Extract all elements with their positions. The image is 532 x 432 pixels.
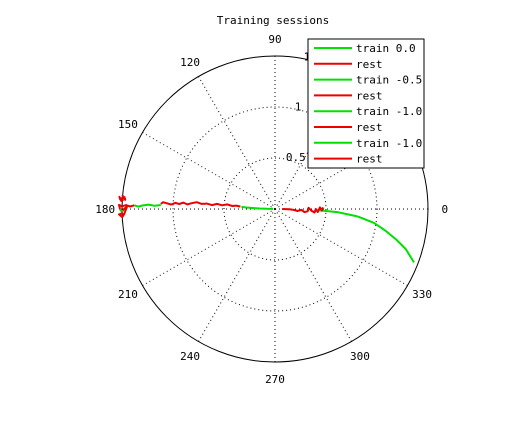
theta-tick-label: 120	[180, 56, 200, 69]
theta-tick-labels: 0 90 120 150 180 210 240 270 300 330	[95, 33, 448, 386]
legend: train 0.0 rest train -0.5 rest train -1.0 res…	[307, 38, 425, 169]
grid-spoke-240	[198, 208, 276, 342]
legend-label: train 0.0	[356, 42, 416, 55]
series-lines	[118, 194, 415, 263]
theta-tick-label: 150	[118, 118, 138, 131]
legend-label: rest	[356, 89, 383, 102]
legend-label: rest	[356, 121, 383, 134]
legend-label: train -0.5	[356, 74, 422, 87]
legend-box	[307, 38, 425, 169]
grid-spoke-30	[274, 132, 408, 210]
theta-tick-label: 210	[118, 288, 138, 301]
grid-ring	[172, 106, 378, 312]
chart-title: Training sessions	[217, 14, 330, 27]
series-line-7	[118, 194, 127, 202]
theta-tick-label: 330	[412, 288, 432, 301]
theta-tick-label: 0	[442, 203, 449, 216]
series-line-6	[119, 208, 124, 213]
grid-ring	[223, 157, 327, 261]
r-tick-label: 0.5	[286, 151, 306, 164]
theta-tick-label: 270	[265, 373, 285, 386]
outer-circle	[121, 55, 429, 363]
legend-label: train -1.0	[356, 137, 422, 150]
series-line-4	[133, 203, 161, 208]
r-tick-label: 1	[295, 101, 302, 114]
grid-spoke-120	[198, 76, 276, 210]
series-line-1	[282, 206, 324, 214]
grid-spoke-330	[274, 208, 408, 286]
legend-label: rest	[356, 153, 383, 166]
legend-label: rest	[356, 58, 383, 71]
series-line-2	[241, 205, 274, 210]
theta-tick-label: 300	[350, 350, 370, 363]
grid-spoke-300	[274, 208, 352, 342]
theta-tick-label: 180	[95, 203, 115, 216]
theta-tick-label: 90	[268, 33, 281, 46]
series-line-3	[160, 201, 241, 208]
theta-tick-label: 240	[180, 350, 200, 363]
grid-spoke-210	[142, 208, 276, 286]
grid-spoke-150	[142, 132, 276, 210]
legend-label: train -1.0	[356, 105, 422, 118]
series-line-0	[315, 209, 415, 263]
